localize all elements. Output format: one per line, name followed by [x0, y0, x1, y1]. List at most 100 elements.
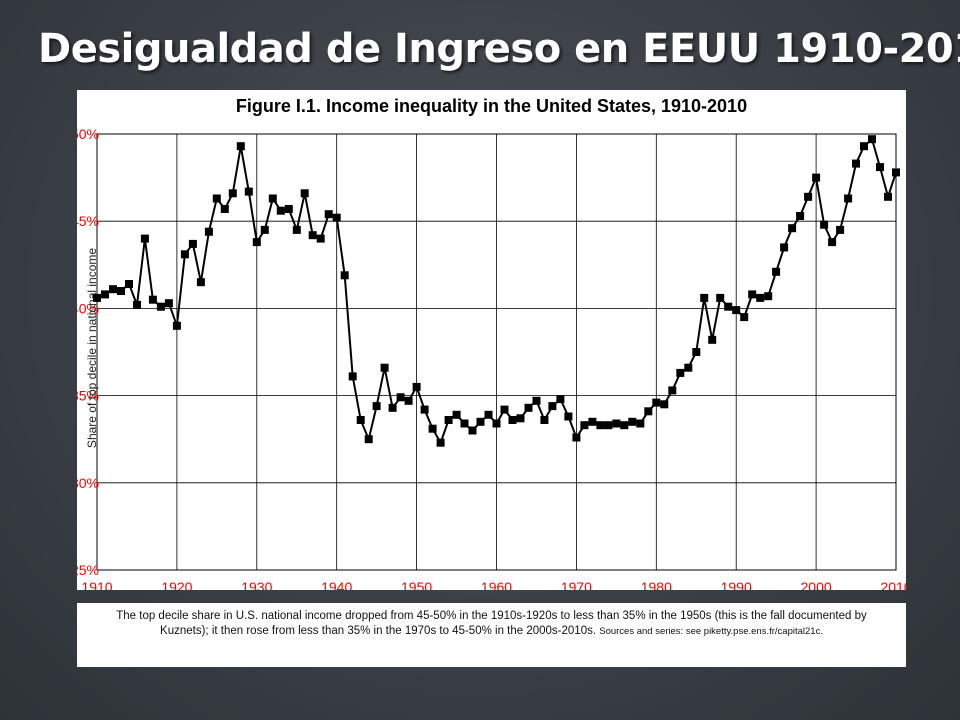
data-point-marker [836, 225, 845, 234]
data-point-marker [396, 393, 405, 402]
data-point-marker [628, 417, 637, 426]
data-point-marker [324, 210, 333, 219]
y-tick-label: 50% [77, 126, 99, 142]
data-point-marker [476, 417, 485, 426]
data-point-marker [452, 410, 461, 419]
data-point-marker [516, 414, 525, 423]
data-point-marker [732, 306, 741, 315]
data-point-marker [164, 299, 173, 308]
data-point-marker [708, 335, 717, 344]
data-point-marker [540, 416, 549, 424]
data-point-marker [260, 225, 269, 234]
data-point-marker [388, 403, 397, 412]
caption-sources: Sources and series: see piketty.pse.ens.… [599, 626, 823, 637]
data-point-marker [828, 238, 837, 247]
x-tick-label: 1930 [241, 579, 272, 590]
data-point-marker [372, 402, 381, 411]
chart-panel: 25%30%35%40%45%50% 191019201930194019501… [77, 90, 906, 590]
data-point-marker [188, 239, 197, 248]
data-point-marker [348, 372, 357, 381]
x-tick-label: 1920 [161, 579, 192, 590]
data-point-marker [804, 192, 813, 201]
data-point-marker [772, 267, 781, 276]
data-point-marker [380, 363, 389, 372]
data-point-marker [436, 438, 445, 447]
data-point-marker [780, 243, 789, 252]
series-top-decile-share [93, 135, 900, 447]
data-point-marker [276, 206, 285, 215]
y-tick-label: 40% [77, 300, 99, 316]
x-tick-label: 2000 [801, 579, 832, 590]
x-tick-label: 1990 [721, 579, 752, 590]
data-point-marker [820, 220, 829, 229]
data-point-marker [404, 396, 413, 405]
data-point-marker [180, 250, 189, 259]
data-point-marker [228, 189, 237, 198]
data-point-marker [636, 419, 645, 428]
data-point-marker [660, 400, 669, 409]
plot-area-border [96, 133, 897, 571]
data-point-marker [788, 224, 797, 233]
data-point-marker [748, 290, 757, 299]
data-point-marker [652, 398, 661, 407]
data-point-marker [884, 192, 892, 201]
data-point-marker [196, 278, 205, 287]
data-point-marker [109, 285, 117, 294]
data-point-marker [268, 194, 277, 203]
data-point-marker [133, 300, 141, 309]
data-point-marker [620, 421, 629, 430]
x-axis: 1910 1920 1930 1940 1950 1960 1970 1980 1990 2000… [81, 579, 906, 590]
y-tick-label: 25% [77, 562, 99, 578]
data-point-marker [692, 348, 701, 356]
data-point-marker [356, 416, 365, 424]
data-point-marker [612, 419, 621, 428]
data-point-marker [572, 433, 581, 442]
y-tick-label: 35% [77, 388, 99, 404]
data-point-marker [300, 189, 309, 198]
data-point-marker [284, 205, 293, 213]
data-point-marker [860, 142, 868, 151]
y-tick-label: 30% [77, 475, 99, 491]
data-point-marker [101, 290, 109, 299]
x-tick-label: 1960 [481, 579, 512, 590]
data-point-marker [532, 396, 541, 405]
data-point-marker [844, 194, 853, 203]
income-inequality-chart: 25%30%35%40%45%50% 191019201930194019501… [77, 126, 906, 590]
data-point-marker [868, 135, 876, 144]
data-point-marker [756, 293, 765, 302]
data-point-marker [676, 368, 685, 377]
data-point-marker [556, 395, 565, 404]
caption-box: The top decile share in U.S. national in… [77, 603, 906, 667]
x-tick-label: 1950 [401, 579, 432, 590]
data-point-marker [604, 421, 613, 430]
data-point-marker [308, 231, 317, 240]
data-point-marker [420, 405, 429, 414]
data-point-marker [148, 295, 157, 304]
data-point-marker [252, 238, 261, 247]
data-point-marker [244, 187, 253, 196]
data-point-marker [236, 142, 245, 151]
data-point-marker [852, 159, 860, 168]
data-point-marker [220, 205, 229, 213]
data-point-marker [596, 421, 605, 430]
data-point-marker [316, 234, 325, 243]
data-point-marker [428, 424, 437, 433]
y-tick-label: 45% [77, 213, 99, 229]
data-point-marker [117, 287, 125, 295]
data-point-marker [764, 292, 773, 301]
data-point-marker [125, 280, 133, 288]
data-point-marker [412, 382, 421, 391]
data-point-marker [444, 416, 453, 424]
data-point-marker [716, 293, 725, 302]
data-point-marker [93, 293, 101, 302]
caption-text: The top decile share in U.S. national in… [116, 610, 867, 637]
data-point-marker [172, 321, 181, 330]
data-point-marker [364, 435, 373, 444]
data-point-marker [340, 271, 349, 280]
data-point-marker [460, 419, 469, 428]
data-point-marker [724, 302, 733, 311]
y-axis: 25% 30% 35% 40% 45% 50% [77, 126, 99, 578]
data-point-marker [468, 426, 477, 435]
data-point-marker [156, 302, 165, 311]
x-tick-label: 2010 [880, 579, 906, 590]
